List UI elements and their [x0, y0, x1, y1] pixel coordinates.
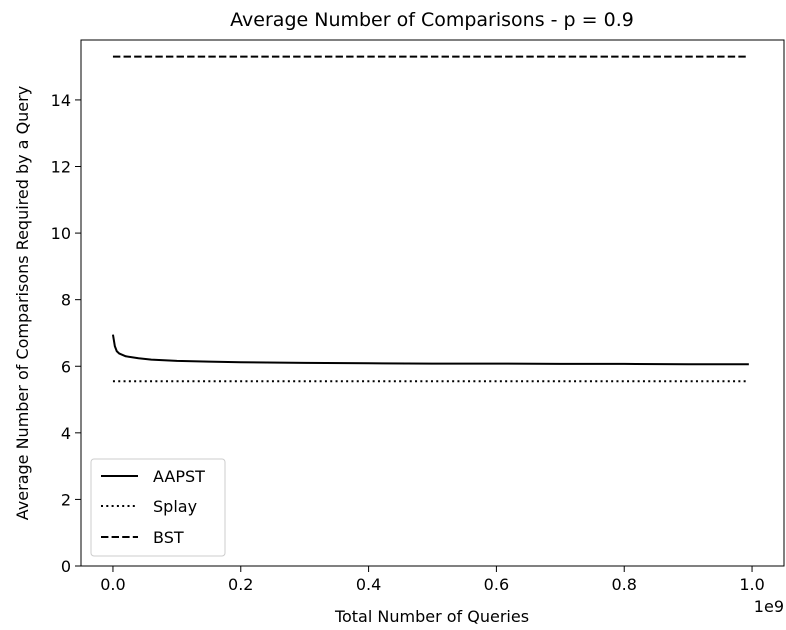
y-tick-label: 4 [61, 424, 71, 443]
y-tick-label: 12 [51, 158, 71, 177]
y-tick-label: 10 [51, 224, 71, 243]
x-tick-label: 0.6 [484, 575, 509, 594]
legend-label-splay: Splay [153, 497, 197, 516]
y-tick-label: 6 [61, 357, 71, 376]
y-axis: 0 2 4 6 8 10 12 14 [51, 91, 81, 576]
y-axis-label: Average Number of Comparisons Required b… [13, 86, 32, 520]
x-axis-offset-label: 1e9 [754, 597, 784, 616]
legend-box [90, 458, 226, 557]
x-tick-label: 0.4 [356, 575, 381, 594]
chart-title: Average Number of Comparisons - p = 0.9 [230, 9, 634, 31]
y-tick-label: 0 [61, 557, 71, 576]
x-axis: 0.0 0.2 0.4 0.6 0.8 1.0 [100, 566, 765, 594]
x-tick-label: 0.2 [228, 575, 253, 594]
legend-label-bst: BST [153, 528, 184, 547]
legend: AAPST Splay BST [90, 458, 226, 557]
x-tick-label: 0.8 [612, 575, 637, 594]
y-tick-label: 8 [61, 291, 71, 310]
series-lines [111, 55, 749, 383]
plot-area [80, 39, 785, 567]
x-axis-label: Total Number of Queries [334, 607, 529, 626]
series-line-aapst [111, 334, 749, 366]
x-tick-label: 0.0 [100, 575, 125, 594]
y-tick-label: 14 [51, 91, 71, 110]
x-tick-label: 1.0 [739, 575, 764, 594]
y-tick-label: 2 [61, 490, 71, 509]
legend-label-aapst: AAPST [153, 467, 205, 486]
